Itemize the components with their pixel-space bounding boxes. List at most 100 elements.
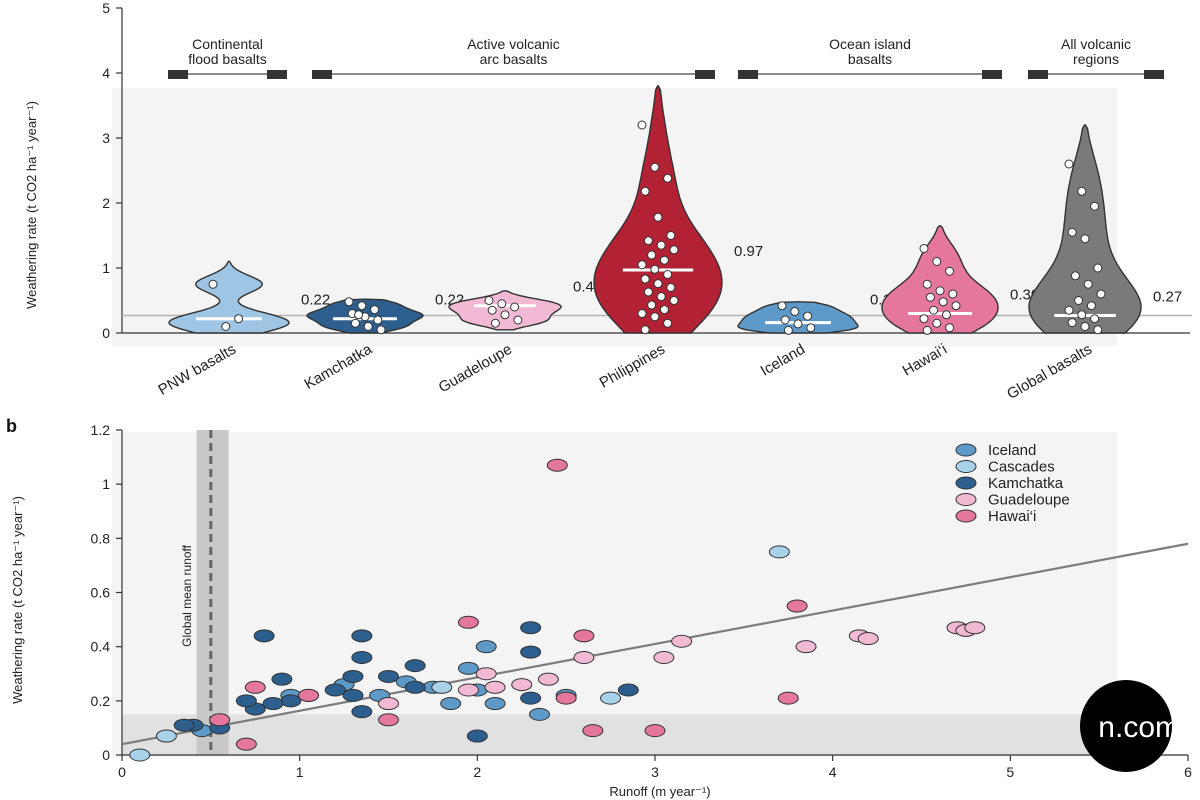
low-rate-band [122, 714, 1118, 755]
scatter-y-axis-label: Weathering rate (t CO2 ha⁻¹ year⁻¹) [10, 496, 25, 704]
violin-data-point [221, 322, 231, 331]
violin-y-tick-label: 2 [102, 195, 110, 211]
regression-line [121, 542, 1189, 746]
violin-data-point [669, 296, 679, 305]
scatter-x-tick-label: 5 [1006, 764, 1014, 780]
violin-y-tick-label: 5 [102, 0, 110, 16]
region-group-label: flood basalts [188, 51, 267, 67]
legend-marker [955, 509, 977, 523]
violin-data-point [666, 231, 676, 240]
violin-data-point [640, 186, 650, 196]
scatter-y-tick-label: 0 [102, 747, 110, 763]
violin-y-tick-label: 4 [102, 65, 110, 81]
violin-data-point [344, 297, 354, 307]
region-group-bracket-end [1144, 70, 1164, 79]
region-group-bracket-end [168, 70, 188, 79]
violin-data-point [510, 302, 520, 312]
violin-data-point [1070, 271, 1080, 281]
violin-data-point [1090, 201, 1100, 211]
violin-median-label: 0.97 [734, 243, 763, 260]
scatter-point [431, 680, 453, 694]
scatter-points [129, 458, 986, 762]
scatter-point [537, 672, 559, 686]
region-group-label: regions [1073, 51, 1119, 67]
region-group-label: arc basalts [480, 51, 548, 67]
violin-shape [168, 260, 290, 334]
violin-data-point [376, 325, 386, 335]
scatter-point [964, 621, 986, 635]
scatter-point [671, 634, 693, 648]
scatter-point [378, 697, 399, 711]
legend-entry: Kamchatka [988, 475, 1064, 492]
scatter-point [351, 705, 373, 719]
scatter-x-tick-label: 6 [1184, 764, 1192, 780]
violin-data-point [932, 318, 942, 328]
violin-data-point [1093, 325, 1103, 335]
violin-data-point [663, 270, 673, 279]
violin-data-point [922, 325, 932, 335]
violin-data-point [806, 323, 816, 333]
violin-category-label: PNW basalts [155, 341, 239, 399]
violin-data-point [1086, 301, 1096, 311]
scatter-point [342, 688, 364, 702]
violin-data-point [1080, 234, 1090, 244]
violin-data-point [919, 244, 929, 253]
violin-data-point [490, 318, 500, 328]
violins: 0.220.220.420.970.160.300.27 [168, 85, 1182, 335]
violin-data-point [643, 236, 653, 246]
scatter-y-tick-label: 0.2 [91, 693, 111, 709]
scatter-point [475, 667, 497, 681]
violin-data-point [363, 322, 373, 331]
scatter-point [262, 697, 284, 711]
violin-y-tick-label: 0 [102, 325, 110, 341]
scatter-point [271, 672, 293, 686]
scatter-point [298, 688, 320, 702]
violin-data-point [653, 279, 663, 289]
violin-category-label: Iceland [758, 341, 808, 380]
violin-category-label: Philippines [597, 341, 668, 392]
violin-data-point [357, 301, 367, 311]
fit-line [121, 542, 1189, 746]
scatter-panel: Global mean runoff 0 0.2 0.4 0.6 0.8 1 1.2 0 1 2 3… [10, 422, 1192, 799]
violin-data-point [1077, 310, 1087, 320]
region-group-label: Continental [192, 36, 263, 52]
scatter-point [253, 629, 275, 643]
violin-data-point [945, 323, 955, 333]
violin-data-point [640, 274, 650, 284]
scatter-point [529, 707, 551, 721]
scatter-y-tick-label: 1.2 [91, 422, 111, 438]
scatter-point [644, 724, 666, 738]
scatter-point [378, 669, 399, 683]
scatter-point [484, 680, 506, 694]
scatter-point [155, 729, 177, 743]
violin-data-point [945, 266, 955, 276]
scatter-point [351, 629, 373, 643]
scatter-point [777, 691, 799, 705]
panel-b-letter: b [6, 416, 17, 436]
scatter-point [457, 661, 479, 675]
violin-data-point [919, 314, 929, 324]
violin-category-label: Kamchatka [302, 340, 376, 393]
violin-data-point [484, 296, 494, 305]
violin-data-point [487, 305, 497, 315]
scatter-x-tick-label: 1 [296, 764, 304, 780]
scatter-point [466, 729, 488, 743]
violin-y-tick-label: 1 [102, 260, 110, 276]
violin-data-point [647, 300, 657, 310]
violin-data-point [659, 255, 669, 265]
violin-data-point [373, 315, 383, 325]
violin-data-point [650, 264, 660, 274]
violin-data-point [656, 292, 666, 302]
scatter-point [653, 651, 675, 664]
low-rate-shaded-band [122, 714, 1118, 755]
violin-data-point [643, 287, 653, 297]
scatter-point [582, 724, 604, 738]
violin-data-point [929, 305, 939, 315]
scatter-point [440, 697, 462, 711]
region-group-bracket-end [312, 70, 332, 79]
region-group-label: Active volcanic [467, 36, 560, 52]
legend-entry: Iceland [988, 442, 1036, 459]
legend-entry: Guadeloupe [988, 492, 1070, 509]
violin-data-point [370, 305, 380, 315]
scatter-point [546, 458, 568, 472]
